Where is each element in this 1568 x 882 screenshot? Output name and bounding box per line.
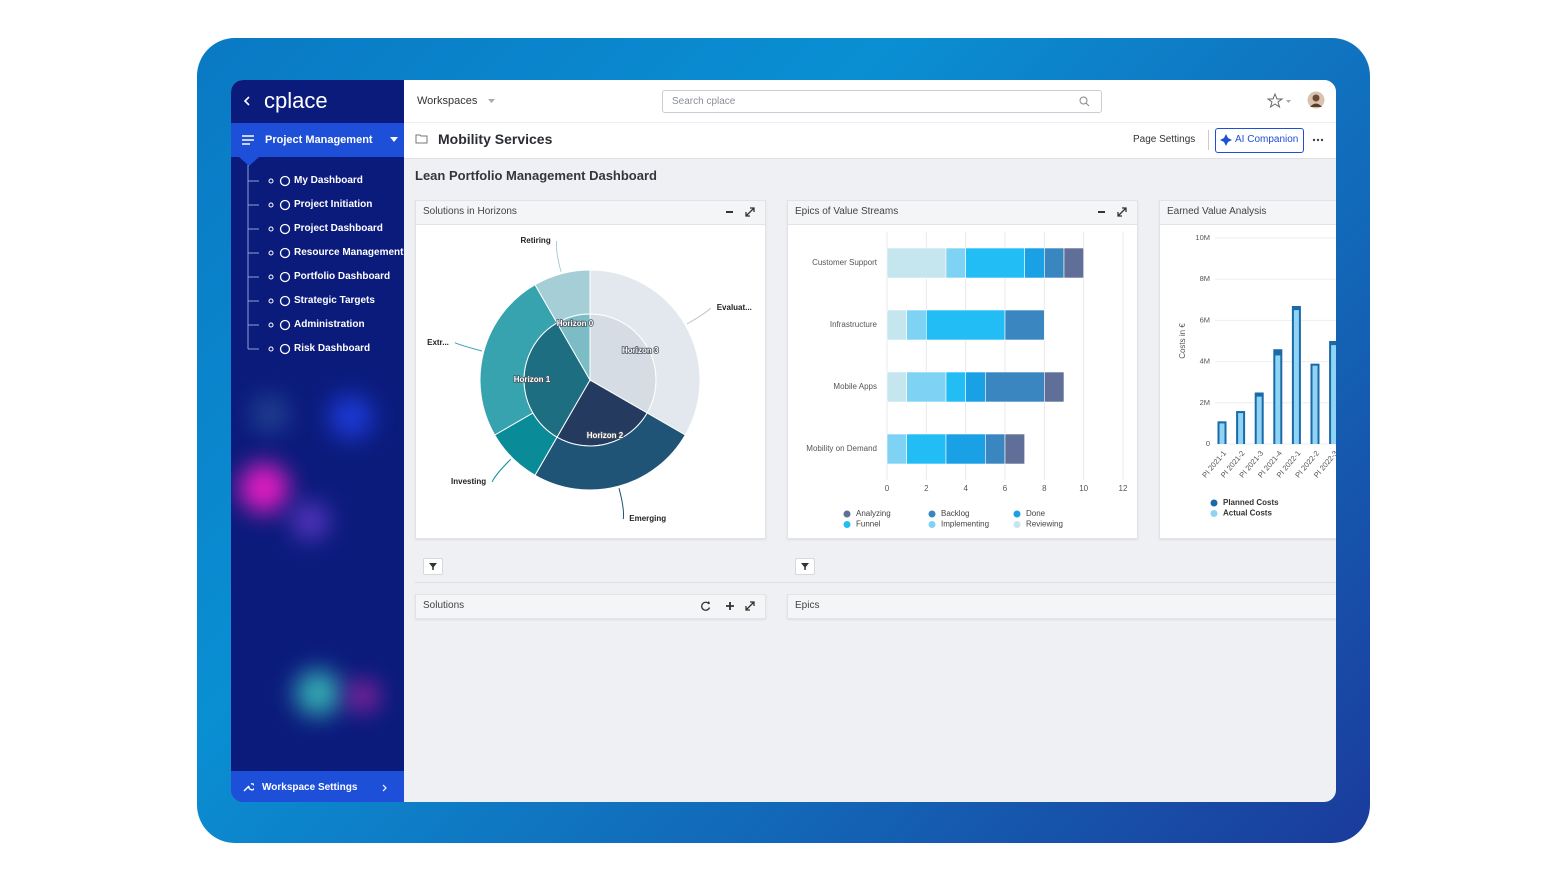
nav-item[interactable]: Project Dashboard <box>294 223 383 234</box>
workspace-name: Project Management <box>265 134 373 146</box>
folder-icon <box>415 134 428 144</box>
decor <box>295 670 341 716</box>
nav-icon <box>279 271 291 283</box>
list-widget <box>415 594 766 619</box>
nav-item[interactable]: Resource Management <box>294 247 404 258</box>
more-icon[interactable] <box>1312 138 1324 142</box>
avatar[interactable] <box>1307 91 1325 109</box>
page-settings[interactable]: Page Settings <box>1133 134 1196 145</box>
nav-item[interactable]: Strategic Targets <box>294 295 375 306</box>
decor <box>329 395 373 439</box>
widget-controls[interactable] <box>725 207 757 217</box>
nav-icon <box>279 295 291 307</box>
nav: My Dashboard Project Initiation Project Da… <box>231 80 404 380</box>
tree-lines <box>247 165 291 355</box>
nav-item[interactable]: Project Initiation <box>294 199 373 210</box>
list-widget <box>787 594 1336 619</box>
divider <box>404 122 1336 123</box>
filter-button[interactable] <box>423 558 443 575</box>
page-title: Mobility Services <box>438 131 553 147</box>
pointer <box>239 157 259 166</box>
workspaces-menu[interactable]: Workspaces <box>417 95 478 107</box>
nav-item[interactable]: Portfolio Dashboard <box>294 271 391 282</box>
search-icon <box>1079 96 1090 107</box>
nav-item[interactable]: Administration <box>294 319 365 330</box>
filter-button[interactable] <box>795 558 815 575</box>
nav-item[interactable]: Risk Dashboard <box>294 343 371 354</box>
caret <box>488 99 495 103</box>
widget <box>787 200 1138 539</box>
bullet <box>268 250 274 256</box>
bullet <box>268 274 274 280</box>
bullet <box>268 322 274 328</box>
logo: cplace <box>264 88 328 113</box>
list-title: Epics <box>795 600 820 611</box>
list-title: Solutions <box>423 600 465 611</box>
decor <box>251 395 289 433</box>
bullet <box>268 178 274 184</box>
nav-icon <box>279 247 291 259</box>
nav-icon <box>279 199 291 211</box>
ai-companion-label: AI Companion <box>1235 134 1299 145</box>
workspace-selector[interactable] <box>231 123 404 157</box>
widget-controls[interactable] <box>1097 207 1129 217</box>
sidebar: cplace Project Management My Dashboard Pr… <box>231 80 404 802</box>
bullet <box>268 202 274 208</box>
search-box[interactable] <box>662 90 1102 113</box>
ai-icon <box>1220 134 1232 146</box>
app-window: cplace Project Management My Dashboard Pr… <box>231 80 1336 802</box>
bullet <box>268 346 274 352</box>
back-icon[interactable] <box>243 96 251 106</box>
widget <box>1159 200 1336 539</box>
nav-icon <box>279 175 291 187</box>
divider <box>415 582 1336 583</box>
workspace-settings[interactable] <box>231 771 404 802</box>
decor <box>347 680 379 712</box>
nav-item[interactable]: My Dashboard <box>294 175 363 186</box>
decor <box>291 502 329 540</box>
menu-icon <box>242 135 254 145</box>
workspace-settings-label: Workspace Settings <box>262 782 358 793</box>
search-placeholder: Search cplace <box>672 96 736 107</box>
separator <box>1208 130 1209 150</box>
nav-icon <box>279 223 291 235</box>
nav-icon <box>279 319 291 331</box>
widget-title: Epics of Value Streams <box>795 206 899 217</box>
wrench-icon <box>243 783 254 792</box>
bullet <box>268 298 274 304</box>
list-controls[interactable] <box>701 601 757 611</box>
bullet <box>268 226 274 232</box>
caret <box>390 137 398 142</box>
dashboard-title: Lean Portfolio Management Dashboard <box>415 168 657 183</box>
widget-title: Earned Value Analysis <box>1167 206 1267 217</box>
widget-title: Solutions in Horizons <box>423 206 517 217</box>
decor <box>239 463 289 513</box>
favorite-icon[interactable] <box>1267 93 1293 109</box>
widget <box>415 200 766 539</box>
nav-icon <box>279 343 291 355</box>
chevron <box>382 784 387 792</box>
